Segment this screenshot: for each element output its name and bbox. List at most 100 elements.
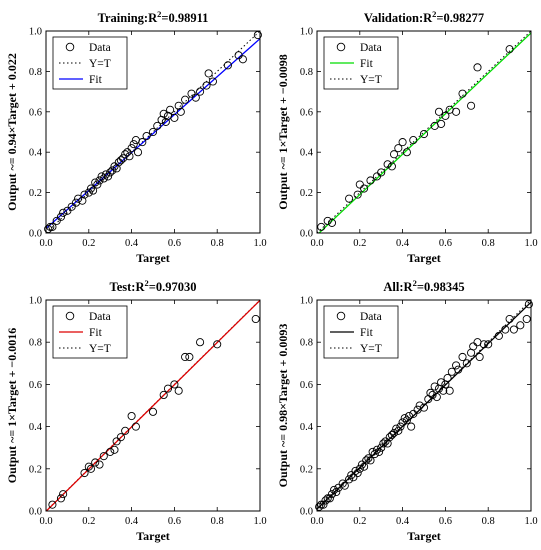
all-title-sup: 2 xyxy=(413,278,417,288)
training-data-point xyxy=(91,178,100,187)
training-data-point xyxy=(202,81,211,90)
test-data-point xyxy=(91,458,100,467)
training-data-point xyxy=(234,51,243,60)
training-data-point xyxy=(223,61,232,70)
training-data-point xyxy=(157,115,166,124)
training-data-point xyxy=(125,152,134,161)
all-data-point xyxy=(366,456,375,465)
panel-test: Test:R2=0.97030 0.0 0.2 0.4 0.6 0.8 1.0 0.0 0.2 0… xyxy=(5,278,267,543)
training-data-point xyxy=(52,216,61,225)
all-data-point xyxy=(319,500,328,509)
all-data-point xyxy=(452,361,461,370)
training-x-tick-label: 0.2 xyxy=(82,238,95,249)
validation-x-tick-label: 0.4 xyxy=(396,238,410,249)
all-y-tick-label: 0.6 xyxy=(300,380,313,391)
validation-y-tick-label: 0.2 xyxy=(300,188,313,199)
validation-data-point xyxy=(505,45,514,54)
training-data-point xyxy=(48,222,57,231)
all-data-point xyxy=(432,393,441,402)
panel-training: Training:R2=0.98911 0.0 0.2 0.4 0.6 0.8 1.0 0.0… xyxy=(5,9,267,265)
validation-data-point xyxy=(327,218,337,227)
training-data-point xyxy=(84,188,93,197)
test-title: Test:R2=0.97030 xyxy=(110,278,197,294)
all-data-point xyxy=(505,314,514,324)
training-data-point xyxy=(142,131,151,141)
all-data-point xyxy=(407,422,416,431)
validation-y-tick-label: 0.0 xyxy=(300,229,313,240)
training-x-tick-label: 0.4 xyxy=(125,238,139,249)
validation-data-point xyxy=(345,194,354,203)
training-data-point xyxy=(170,113,179,122)
validation-title-sup: 2 xyxy=(432,9,436,19)
training-data-point xyxy=(93,180,102,189)
test-data-point xyxy=(251,314,260,324)
test-title-sup: 2 xyxy=(144,278,148,288)
all-data-point xyxy=(353,468,362,478)
all-data-point xyxy=(396,422,405,431)
test-data-point xyxy=(127,411,136,421)
training-data-point xyxy=(74,194,83,203)
all-data-point xyxy=(400,414,409,423)
all-x-tick-label: 0.6 xyxy=(439,516,452,527)
all-legend-label: Data xyxy=(360,311,382,323)
panel-all: All:R2=0.98345 0.0 0.2 0.4 0.6 0.8 1.0 0.0 0.2 0.… xyxy=(276,278,538,543)
validation-legend-label: Data xyxy=(360,42,382,54)
validation-x-label: Target xyxy=(407,251,441,265)
all-data-point xyxy=(368,447,377,456)
training-title-sup: 2 xyxy=(157,9,161,19)
test-data-point xyxy=(48,500,57,509)
all-data-point xyxy=(409,409,418,418)
all-y-tick-label: 0.2 xyxy=(300,464,313,475)
training-data-point xyxy=(46,222,55,231)
all-data-point xyxy=(445,386,454,395)
test-data-point xyxy=(116,433,125,442)
test-y-tick-label: 1.0 xyxy=(29,296,42,307)
test-y-tick-label: 0.6 xyxy=(29,380,42,391)
training-data-point xyxy=(101,170,110,179)
test-data-point xyxy=(84,462,93,471)
training-title-value: =0.98911 xyxy=(161,11,208,25)
test-data-point xyxy=(95,460,104,469)
training-x-tick-label: 1.0 xyxy=(253,238,266,249)
training-data-point xyxy=(181,95,190,104)
test-legend-data-symbol xyxy=(65,311,75,321)
all-y-tick-label: 0.4 xyxy=(300,422,314,433)
training-x-tick-label: 0.6 xyxy=(168,238,181,249)
training-data-point xyxy=(166,105,175,114)
all-data-point xyxy=(370,449,379,459)
training-data-point xyxy=(63,206,72,215)
training-data-point xyxy=(59,208,68,217)
all-data-point xyxy=(484,340,493,349)
validation-y-label: Output ~= 1×Target + −0.0098 xyxy=(276,54,290,210)
all-x-label: Target xyxy=(407,529,441,543)
training-data-point xyxy=(104,172,113,181)
training-data-point xyxy=(138,138,147,147)
training-data-point xyxy=(121,150,130,159)
all-x-tick-label: 0.4 xyxy=(396,516,410,527)
all-data-point xyxy=(338,479,347,488)
test-data-point xyxy=(131,422,140,431)
training-data-point xyxy=(204,69,213,78)
training-legend-box xyxy=(52,36,128,90)
test-data-point xyxy=(159,390,168,400)
test-legend-label: Fit xyxy=(89,327,103,339)
test-data-point xyxy=(181,352,190,362)
validation-data-point xyxy=(366,176,375,185)
validation-data-point xyxy=(473,63,482,72)
training-data-point xyxy=(112,164,121,173)
all-data-point xyxy=(524,300,533,309)
all-data-point xyxy=(426,388,435,397)
training-data-point xyxy=(67,202,76,211)
training-y-tick-label: 0.8 xyxy=(29,67,42,78)
validation-x-tick-label: 0.2 xyxy=(353,238,366,249)
training-data-point xyxy=(153,121,162,130)
training-data-point xyxy=(108,166,117,175)
validation-data-point xyxy=(394,144,403,153)
test-y-tick-label: 0.4 xyxy=(29,422,43,433)
validation-y-tick-label: 1.0 xyxy=(300,27,313,38)
all-data-point xyxy=(415,401,424,410)
validation-data-point xyxy=(467,101,476,110)
all-data-point xyxy=(402,416,411,425)
validation-fit-line xyxy=(318,32,531,233)
validation-legend-data-symbol xyxy=(336,42,346,52)
